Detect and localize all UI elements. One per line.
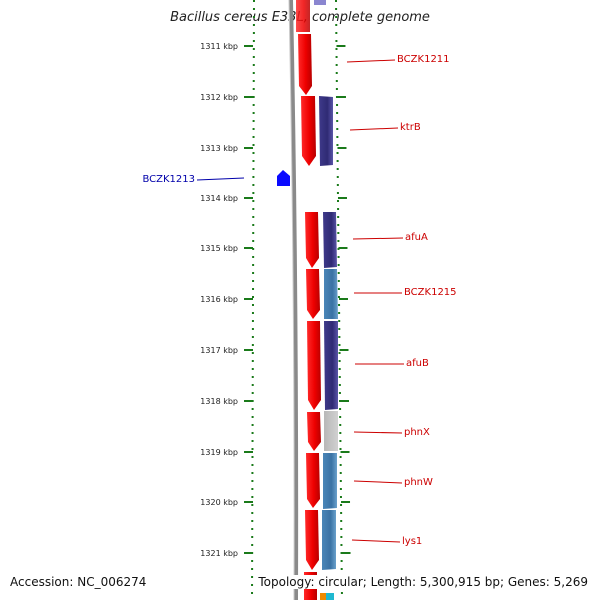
scale-tick-label: 1319 kbp [200,448,238,457]
gene-arrow-phnw[interactable] [306,453,320,508]
gene-arrow-afua[interactable] [305,212,319,268]
gene-label-leader [352,237,404,240]
genome-backbone [289,0,299,600]
gene-label-afua[interactable]: afuA [405,232,428,243]
scale-tick-label: 1311 kbp [200,42,238,51]
gene-label-bczk1215[interactable]: BCZK1215 [404,287,457,298]
gene-label-ktrb[interactable]: ktrB [400,122,421,133]
gene-label-afub[interactable]: afuB [406,358,429,369]
gene-arrow-bczk1213[interactable] [277,170,290,186]
gene-label-leader [351,539,401,543]
scale-bar: 1311 kbp 1312 kbp 1313 kbp 1314 kbp 1315 kbp… [200,42,351,558]
scale-tick-label: 1318 kbp [200,397,238,406]
gene-segment-top-red[interactable] [296,0,310,32]
gene-label-lys1[interactable]: lys1 [402,536,422,547]
scale-tick-label: 1316 kbp [200,295,238,304]
gene-label-leader [349,127,399,131]
gene-label-leader [353,431,403,434]
gene-arrow-afub[interactable] [307,321,321,410]
band-phnw[interactable] [323,453,337,509]
forward-genes [298,34,321,600]
scale-tick-label: 1312 kbp [200,93,238,102]
scale-tick-label: 1314 kbp [200,194,238,203]
scale-tick-label: 1315 kbp [200,244,238,253]
gene-arrow-bczk1215[interactable] [306,269,320,319]
scale-tick-label: 1313 kbp [200,144,238,153]
gene-label-bczk1213[interactable]: BCZK1213 [142,174,195,185]
gene-arrow-phnx[interactable] [307,412,321,451]
scale-tick-label: 1321 kbp [200,549,238,558]
gene-arrow-ktrb[interactable] [301,96,316,166]
gene-label-leader [196,177,245,181]
band-phnx[interactable] [324,411,338,451]
gene-label-leader [353,480,403,484]
gene-label-bczk1211[interactable]: BCZK1211 [397,54,450,65]
gene-arrow-bczk1211[interactable] [298,34,312,95]
band-afua[interactable] [323,212,337,268]
category-bands [319,96,338,600]
band-bczk1215[interactable] [324,269,338,319]
gene-label-leader [346,59,396,63]
accession-label: Accession: NC_006274 [8,575,149,589]
gene-arrow-lys1[interactable] [305,510,319,570]
gene-labels: BCZK1211 ktrB BCZK1213 afuA BCZK1215 afuB phnX… [142,54,456,547]
band-ktrb[interactable] [319,96,333,166]
band-afub[interactable] [324,321,338,410]
band-lys1[interactable] [322,510,336,570]
topology-label: Topology: circular; Length: 5,300,915 bp… [256,575,590,589]
scale-tick-label: 1317 kbp [200,346,238,355]
gene-segment-top-purple[interactable] [314,0,326,5]
gene-label-phnx[interactable]: phnX [404,427,430,438]
scale-tick-label: 1320 kbp [200,498,238,507]
gene-label-phnw[interactable]: phnW [404,477,433,488]
